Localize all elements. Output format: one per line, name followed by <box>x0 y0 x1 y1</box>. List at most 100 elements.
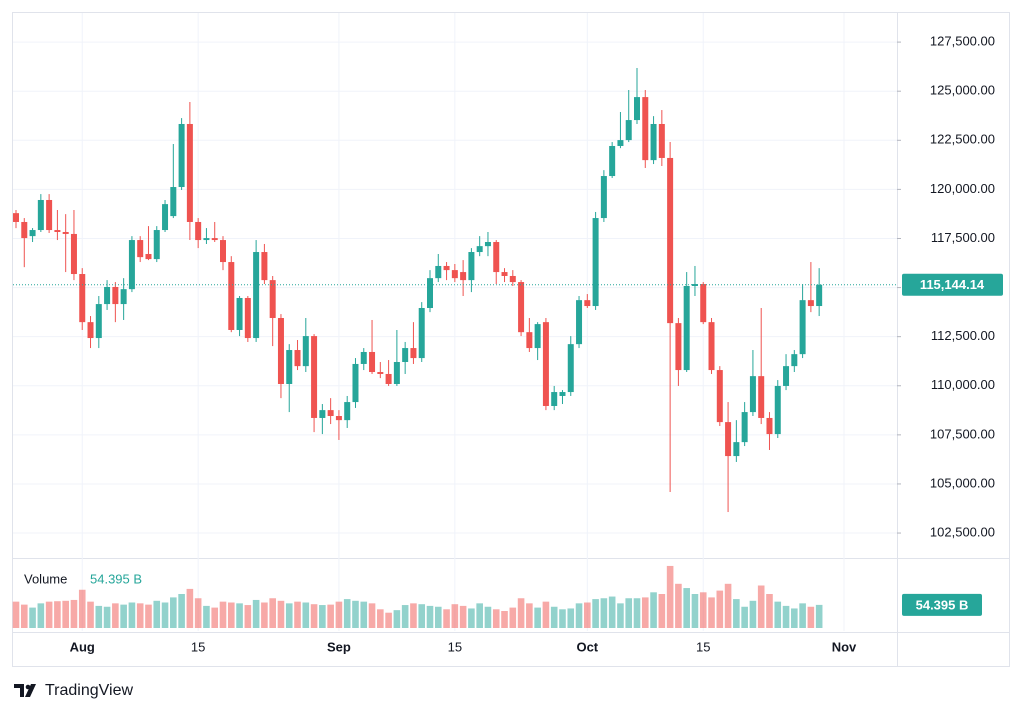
logo <box>14 684 36 697</box>
brand: TradingView <box>45 682 133 699</box>
volume-bar <box>741 606 748 628</box>
candle-body <box>95 304 102 339</box>
candle-body <box>733 442 740 457</box>
volume-bar <box>285 603 293 628</box>
volume-bar <box>691 594 699 628</box>
x-tick-label: Oct <box>576 639 598 654</box>
candle-body <box>79 274 86 323</box>
volume-bar <box>426 605 434 628</box>
candle-body <box>625 120 632 141</box>
volume-bar <box>716 590 724 628</box>
candle-body <box>725 422 732 457</box>
volume-bar <box>633 598 641 628</box>
volume-bar <box>492 609 500 628</box>
candle-body <box>435 265 442 279</box>
candle-body <box>335 416 342 421</box>
candles <box>13 68 823 513</box>
candle-body <box>360 351 367 364</box>
y-tick-label: 112,500.00 <box>931 328 995 343</box>
y-tick-label: 120,000.00 <box>930 181 995 196</box>
volume-bar <box>542 601 550 628</box>
candle-body <box>576 300 583 345</box>
volume-bar <box>352 600 359 628</box>
volume-legend-value: 54.395 B <box>90 571 142 586</box>
volume-bar <box>302 602 310 628</box>
volume-badge-label: 54.395 B <box>916 597 969 612</box>
candle-body <box>286 350 293 384</box>
x-tick-label: 15 <box>191 639 205 654</box>
volume-bar <box>219 601 227 628</box>
candle-body <box>592 218 599 307</box>
candle-body <box>162 204 169 231</box>
volume-bar <box>791 608 798 628</box>
volume-bar <box>410 603 417 628</box>
candle-body <box>675 323 682 371</box>
candle-body <box>542 322 549 406</box>
volume-bar <box>766 594 773 628</box>
volume-bar <box>782 605 790 628</box>
candle-body <box>526 332 533 349</box>
volume-bar <box>650 592 657 628</box>
volume-bar <box>584 602 591 628</box>
volume-bar <box>468 608 475 628</box>
candle-body <box>460 272 467 281</box>
volume-bar <box>708 597 715 628</box>
candle-body <box>667 157 674 324</box>
candle-body <box>62 231 69 234</box>
volume-bar <box>343 599 351 628</box>
volume-bar <box>261 602 268 628</box>
candle-body <box>501 272 508 276</box>
volume-bar <box>236 603 243 628</box>
frame <box>12 12 1010 667</box>
volume-bar <box>617 603 624 628</box>
candle-body <box>451 270 458 279</box>
volume-bar <box>749 600 757 628</box>
candle-body <box>567 344 574 393</box>
candle-body <box>758 376 765 418</box>
volume-bar <box>443 609 450 628</box>
volume-bar <box>20 604 28 628</box>
candle-body <box>393 361 400 384</box>
volume-bar <box>70 599 78 628</box>
candle-body <box>534 324 541 349</box>
candle-body <box>46 199 53 231</box>
volume-bar <box>799 603 806 628</box>
volume-bar <box>774 601 782 628</box>
volume-bar <box>600 598 608 628</box>
x-tick-label: 15 <box>448 639 462 654</box>
volume-bar <box>476 603 483 628</box>
volume-bar <box>815 604 823 628</box>
volume-bar <box>658 594 666 628</box>
candle-body <box>311 336 318 418</box>
volume-bar <box>733 599 740 628</box>
volume-bar <box>178 594 185 628</box>
volume-bar <box>559 609 566 628</box>
volume-bar <box>608 596 616 628</box>
volume-bar <box>153 600 161 628</box>
y-tick-label: 110,000.00 <box>931 377 995 392</box>
candle-body <box>749 376 756 413</box>
volume-bar <box>501 611 508 628</box>
last-price-label: 115,144.14 <box>920 277 985 292</box>
candle-body <box>518 282 525 333</box>
candle-body <box>385 373 392 384</box>
volume-bar <box>724 583 732 628</box>
volume-bar <box>757 585 765 628</box>
candle-body <box>658 123 665 158</box>
volume-bar <box>385 612 392 628</box>
volume-bar <box>666 565 674 628</box>
candle-body <box>195 221 202 241</box>
candle-body <box>650 123 657 161</box>
candle-body <box>799 300 806 355</box>
grid <box>13 13 897 631</box>
volume-bar <box>807 606 815 628</box>
candle-body <box>509 275 516 283</box>
candle-body <box>369 351 376 373</box>
x-tick-label: 15 <box>696 639 710 654</box>
candle-body <box>170 187 177 217</box>
volume-bar <box>567 608 575 628</box>
candle-body <box>600 176 607 219</box>
candle-body <box>220 240 226 263</box>
volume-bar <box>112 603 119 628</box>
volume-bar <box>319 605 326 628</box>
